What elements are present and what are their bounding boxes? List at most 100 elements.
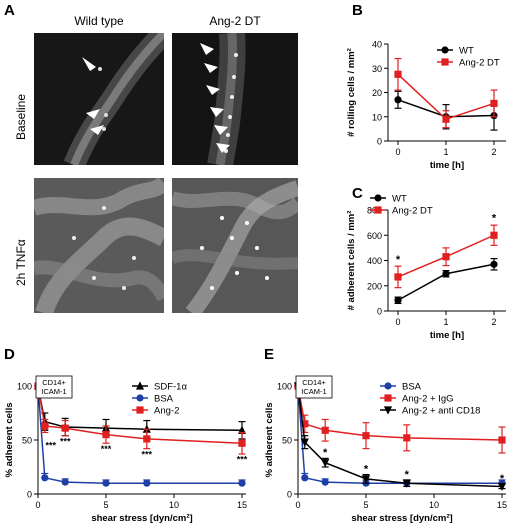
significance-marker: * [500,473,505,485]
legend-marker [384,394,392,402]
significance-marker: *** [237,455,248,465]
x-tick-label: 15 [237,500,247,510]
x-tick-label: 1 [443,147,448,157]
significance-marker: *** [142,449,153,459]
y-axis-label: % adherent cells [4,403,15,478]
x-tick-label: 10 [429,500,439,510]
x-tick-label: 2 [491,147,496,157]
cell-condition-label: ICAM-1 [301,387,326,396]
cell-condition-label: CD14+ [42,378,66,387]
legend-label: WT [392,194,407,205]
col-header-wild-type: Wild type [74,14,124,28]
series-line [37,385,242,484]
data-point [442,253,450,261]
data-point [143,435,151,443]
arrowhead-icon [200,43,214,55]
cell-condition-label: CD14+ [302,378,326,387]
legend-marker [374,194,382,202]
micrograph-wt-baseline [34,33,164,165]
y-tick-label: 0 [377,137,382,147]
y-tick-label: 40 [372,40,382,50]
legend-marker [135,381,145,390]
legend-label: BSA [402,382,422,393]
x-axis-label: shear stress [dyn/cm²] [91,513,192,524]
x-tick-label: 2 [491,317,496,327]
arrowhead-icon [214,125,228,135]
x-axis-label: shear stress [dyn/cm²] [351,513,452,524]
y-tick-label: 0 [27,490,32,500]
panel-letter-a: A [4,2,15,19]
arrowhead-icon [206,85,220,95]
data-point [238,439,246,447]
data-point [41,422,49,430]
data-point [497,482,507,492]
data-point [394,273,402,281]
data-point [361,475,371,484]
legend-marker [374,206,382,214]
significance-marker: *** [101,444,112,454]
panel-letter-d: D [4,346,15,363]
arrowhead-icon [204,63,218,73]
x-tick-label: 5 [363,500,368,510]
significance-marker: * [364,463,369,475]
legend-marker [136,394,144,402]
data-point [300,438,309,447]
y-tick-label: 0 [377,307,382,317]
micrograph-ang2-tnf [172,178,298,313]
micrograph-wt-baseline-drawing [34,33,164,165]
col-header-ang2-dt: Ang-2 DT [209,14,261,28]
micrograph-wt-tnf [34,178,164,313]
series-line [397,263,495,301]
series-ang-2-dt [394,224,498,289]
arrowhead-icon [86,109,100,119]
significance-marker: * [323,447,328,459]
series-line [297,385,503,488]
cell-condition-box [35,375,73,399]
data-point [442,115,450,123]
y-tick-label: 50 [22,436,32,446]
x-tick-label: 0 [395,317,400,327]
legend-label: Ang-2 + anti CD18 [402,406,480,417]
panel-letter-e: E [264,346,275,363]
micrograph-ang2-tnf-drawing [172,178,298,313]
row-header-baseline: Baseline [14,93,28,140]
y-tick-label: 10 [372,112,382,122]
data-point [402,479,411,488]
legend-marker [383,406,393,415]
x-tick-label: 1 [443,317,448,327]
legend-label: WT [459,46,474,57]
series-wt [394,258,498,305]
data-point [394,70,402,78]
x-tick-label: 0 [395,147,400,157]
y-tick-label: 100 [17,382,32,392]
legend-label: Ang-2 DT [392,206,433,217]
significance-marker: * [492,212,497,224]
x-tick-label: 0 [35,500,40,510]
y-tick-label: 200 [367,281,382,291]
y-tick-label: 20 [372,88,382,98]
panel-letter-c: C [352,185,363,202]
data-point [490,99,498,108]
x-tick-label: 10 [169,500,179,510]
data-point [362,432,370,440]
data-point [321,478,329,486]
legend-label: BSA [154,394,174,405]
significance-marker: *** [46,441,57,451]
significance-marker: * [396,254,401,266]
y-axis-label: # adherent cells / mm² [346,211,357,311]
series-ang-2-igg [294,382,506,454]
data-point [403,434,411,442]
data-point [238,479,246,487]
chart-c: 0200400600800012time [h]# adherent cells… [346,194,506,341]
data-point [102,431,110,439]
legend-label: SDF-1α [154,382,187,393]
y-tick-label: 30 [372,64,382,74]
legend-marker [441,58,449,66]
row-header-2h-tnf: 2h TNFα [14,239,28,286]
chart-d: 0 50 100 0 5 10 15 shear stress [dyn/cm²] % adhe… [4,375,248,524]
micrograph-wt-tnf-drawing [34,178,164,313]
x-axis-label: time [h] [430,330,464,341]
